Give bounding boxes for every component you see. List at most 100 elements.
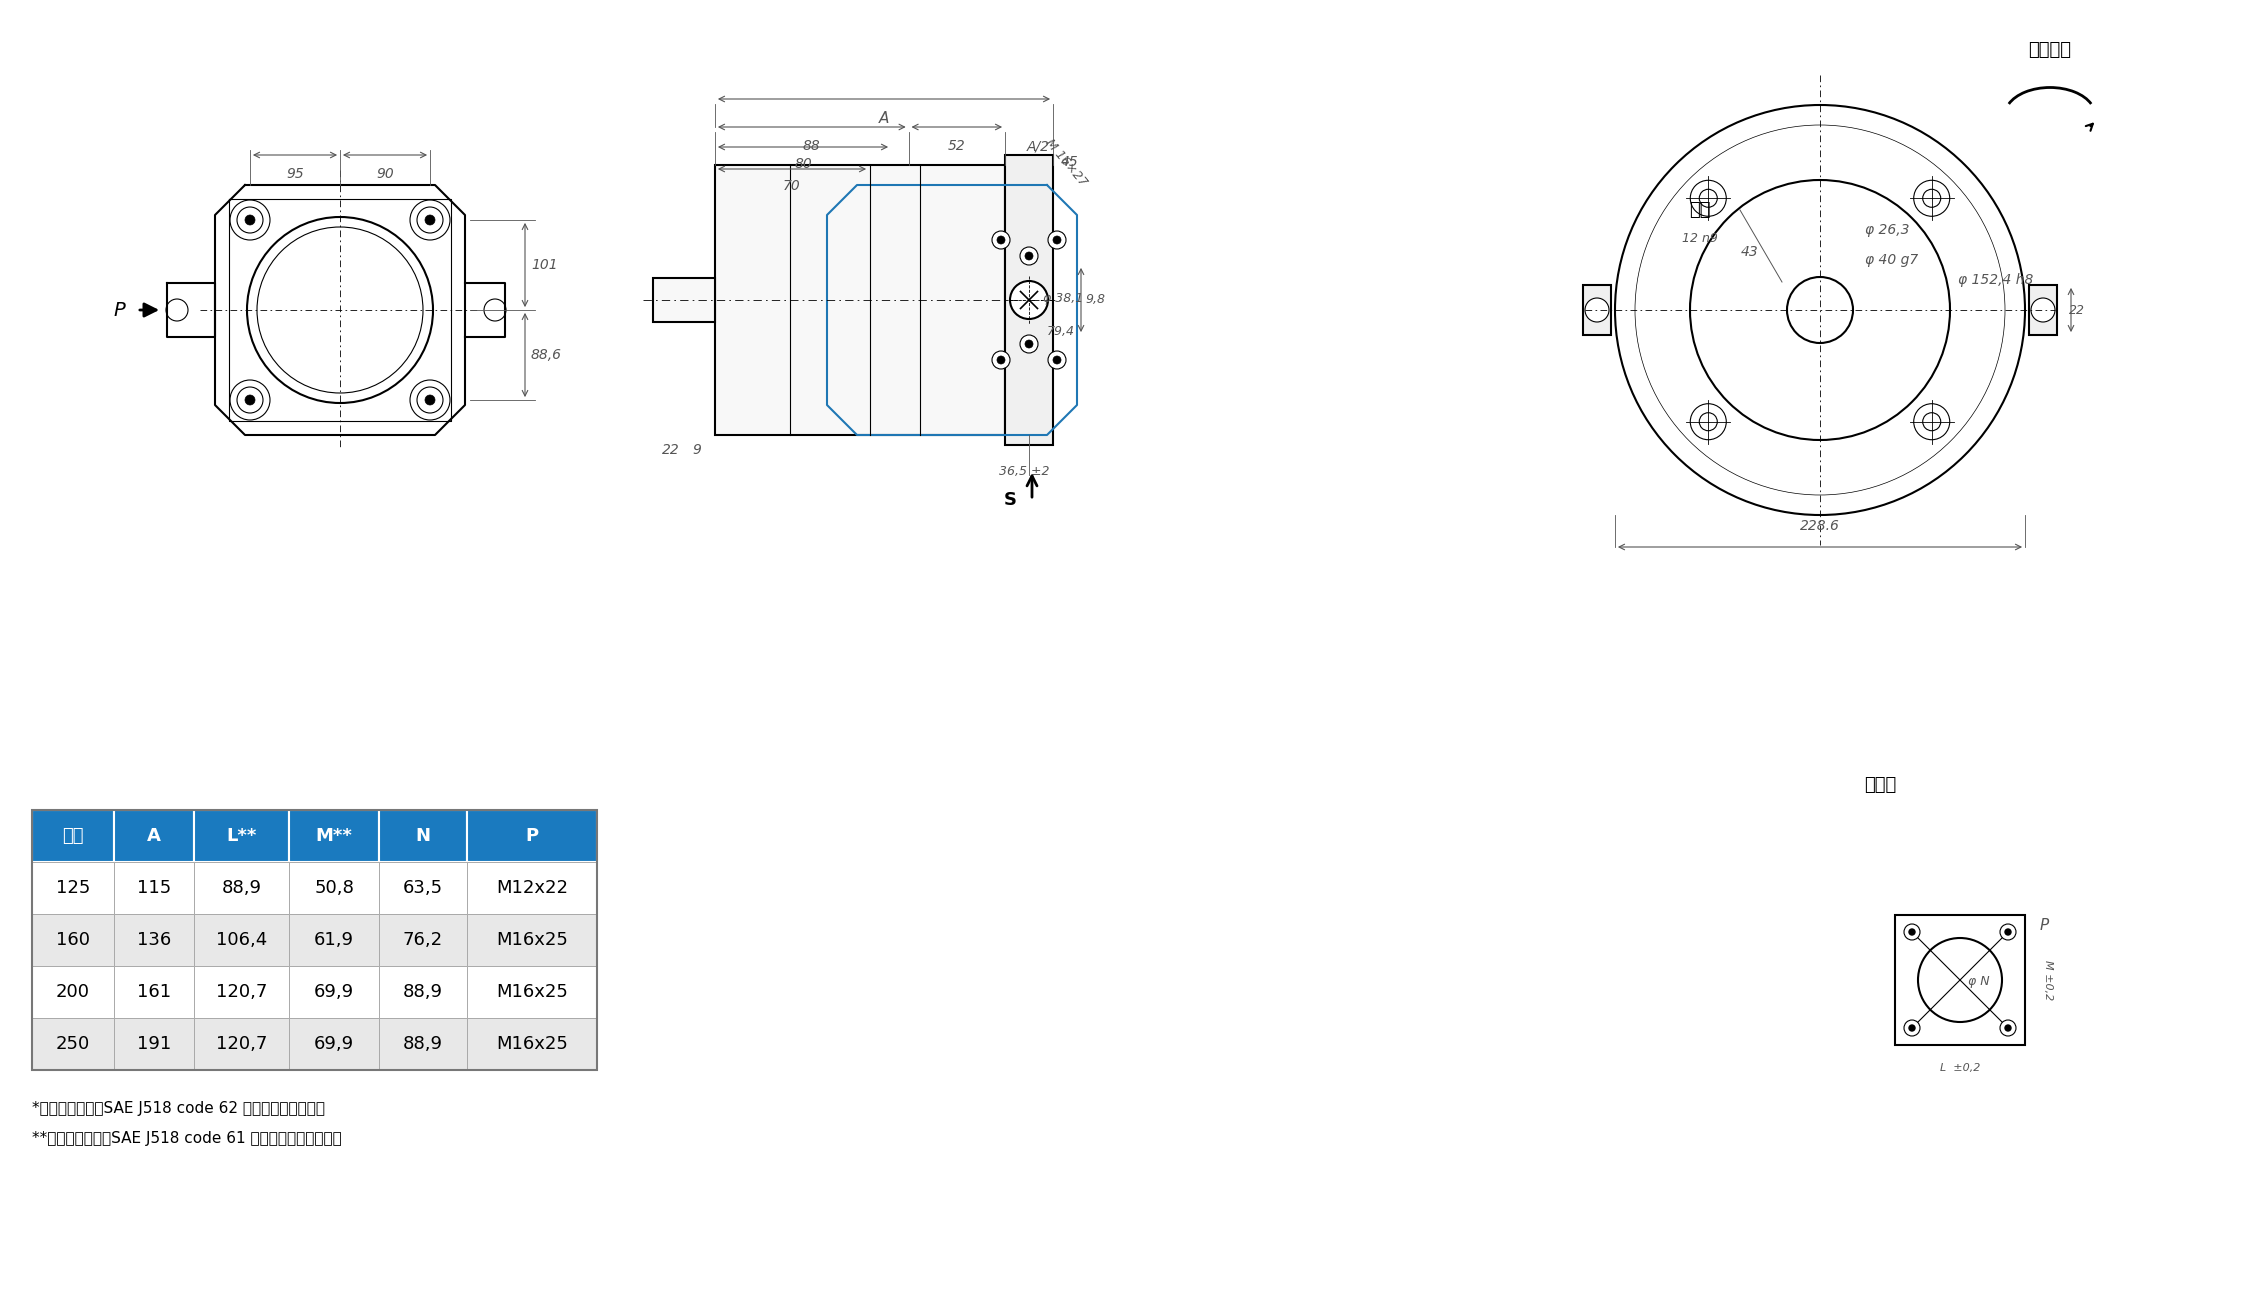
Text: 9: 9 — [693, 443, 702, 457]
Circle shape — [996, 236, 1005, 244]
Circle shape — [165, 298, 188, 320]
Text: S: S — [1003, 491, 1017, 509]
Bar — [378, 913, 466, 966]
Bar — [290, 966, 378, 1018]
Text: M12x22: M12x22 — [496, 879, 568, 897]
Text: L  ±0,2: L ±0,2 — [1940, 1063, 1981, 1072]
Bar — [1583, 286, 1612, 335]
Circle shape — [1048, 351, 1066, 370]
Text: M16x25: M16x25 — [496, 983, 568, 1001]
Text: N: N — [417, 827, 430, 845]
Text: φ 26,3: φ 26,3 — [1866, 224, 1909, 236]
Text: 45: 45 — [1062, 155, 1078, 169]
Text: 36,5 ±2: 36,5 ±2 — [998, 465, 1048, 478]
Text: 115: 115 — [136, 879, 172, 897]
Text: M 16×27: M 16×27 — [1044, 137, 1089, 189]
Bar — [195, 862, 290, 913]
Text: 70: 70 — [783, 180, 801, 193]
Text: 50,8: 50,8 — [315, 879, 353, 897]
Circle shape — [992, 351, 1010, 370]
Text: 95: 95 — [285, 167, 303, 181]
Text: 88,9: 88,9 — [222, 879, 263, 897]
Bar — [715, 165, 1005, 435]
Text: 69,9: 69,9 — [315, 983, 353, 1001]
Bar — [32, 810, 113, 862]
Text: **焊接式吸油口：SAE J518 code 61 标准压力用（内焊型）: **焊接式吸油口：SAE J518 code 61 标准压力用（内焊型） — [32, 1130, 342, 1146]
Text: 120,7: 120,7 — [215, 983, 267, 1001]
Text: 回转方向: 回转方向 — [2029, 41, 2072, 59]
Text: 136: 136 — [136, 932, 172, 950]
Bar — [113, 913, 195, 966]
Text: 90: 90 — [376, 167, 394, 181]
Bar — [290, 1018, 378, 1070]
Text: P: P — [113, 301, 125, 319]
Text: 88,9: 88,9 — [403, 983, 444, 1001]
Text: 160: 160 — [57, 932, 91, 950]
Circle shape — [1053, 357, 1062, 364]
Circle shape — [2031, 298, 2056, 322]
Text: φ 40 g7: φ 40 g7 — [1866, 253, 1918, 267]
Circle shape — [1700, 412, 1718, 430]
Text: 轴心: 轴心 — [1689, 202, 1712, 220]
Text: 61,9: 61,9 — [315, 932, 353, 950]
Circle shape — [1010, 280, 1048, 319]
Text: 22: 22 — [2069, 304, 2085, 317]
Bar — [195, 913, 290, 966]
Bar — [195, 966, 290, 1018]
Text: 228.6: 228.6 — [1800, 519, 1841, 534]
Bar — [466, 1018, 598, 1070]
Text: 88,6: 88,6 — [532, 348, 561, 362]
Circle shape — [1909, 1025, 1915, 1031]
Circle shape — [245, 214, 256, 225]
Bar — [32, 913, 113, 966]
Bar — [113, 1018, 195, 1070]
Bar — [290, 810, 378, 862]
Bar — [32, 1018, 113, 1070]
Circle shape — [2006, 1025, 2010, 1031]
Circle shape — [245, 395, 256, 404]
Text: M ±0,2: M ±0,2 — [2042, 960, 2053, 1000]
Text: M16x25: M16x25 — [496, 1035, 568, 1053]
Circle shape — [1585, 298, 1610, 322]
Text: L**: L** — [226, 827, 256, 845]
Text: 200: 200 — [57, 983, 91, 1001]
Text: 80: 80 — [795, 158, 813, 171]
Text: 52: 52 — [949, 140, 967, 152]
Text: M16x25: M16x25 — [496, 932, 568, 950]
Bar — [1005, 155, 1053, 444]
Text: 88,9: 88,9 — [403, 1035, 444, 1053]
Bar — [32, 966, 113, 1018]
Text: 9,8: 9,8 — [1084, 293, 1105, 306]
Text: P: P — [2040, 917, 2049, 933]
Bar — [1895, 915, 2024, 1045]
Text: P: P — [525, 827, 539, 845]
Text: 63,5: 63,5 — [403, 879, 444, 897]
Bar — [195, 810, 290, 862]
Bar — [652, 278, 715, 322]
Bar — [113, 810, 195, 862]
Circle shape — [1021, 247, 1037, 265]
Bar — [2029, 286, 2058, 335]
Bar — [466, 810, 598, 862]
Text: 69,9: 69,9 — [315, 1035, 353, 1053]
Bar — [378, 810, 466, 862]
Circle shape — [1922, 189, 1940, 207]
Circle shape — [1700, 189, 1718, 207]
Text: 125: 125 — [57, 879, 91, 897]
Bar — [466, 913, 598, 966]
Circle shape — [1053, 236, 1062, 244]
Circle shape — [1021, 335, 1037, 353]
Bar — [378, 1018, 466, 1070]
Circle shape — [426, 395, 435, 404]
Circle shape — [1026, 252, 1032, 260]
Bar — [378, 966, 466, 1018]
Circle shape — [1922, 412, 1940, 430]
Bar — [113, 862, 195, 913]
Text: 120,7: 120,7 — [215, 1035, 267, 1053]
Text: A/2: A/2 — [1026, 140, 1050, 152]
Text: 106,4: 106,4 — [215, 932, 267, 950]
Bar — [32, 810, 598, 1070]
Bar — [290, 913, 378, 966]
Text: 入油口: 入油口 — [1863, 776, 1897, 795]
Circle shape — [1026, 340, 1032, 348]
